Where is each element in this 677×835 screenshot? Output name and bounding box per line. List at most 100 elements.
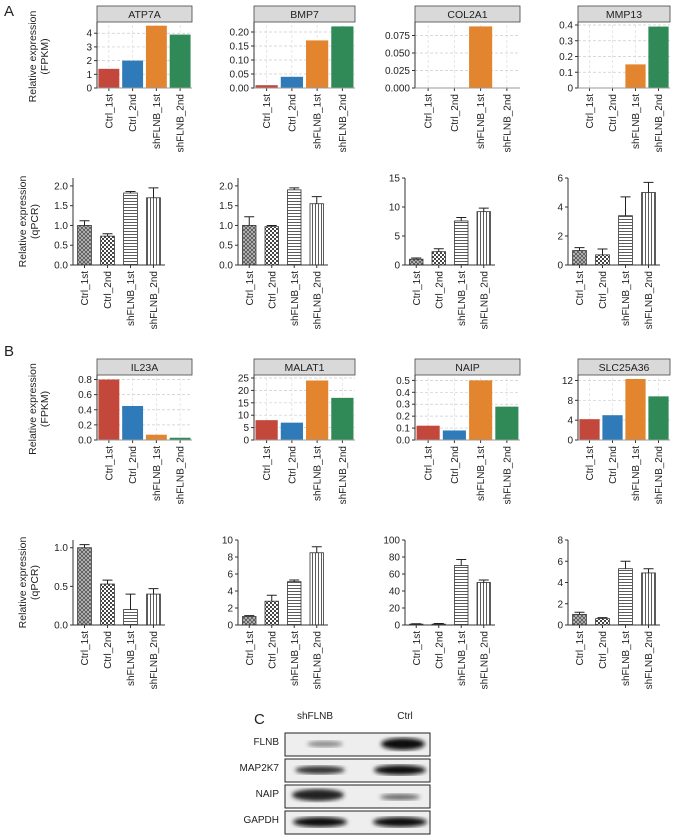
chart: BMP7 0.00 0.05 0.10 0.15 0.20 Ctrl_1st Ctrl_2nd…: [230, 5, 356, 152]
blot-band: [380, 794, 420, 800]
bar: [648, 396, 669, 440]
y-tick-label: 0: [243, 436, 249, 447]
y-tick-label: 2.0: [219, 181, 233, 192]
x-tick-label: shFLNB_1st: [126, 631, 137, 686]
chart: 0 5 10 15 Ctrl_1st Ctrl_2nd shFLNB_1st shFLNB_2…: [389, 174, 495, 329]
bar: [123, 609, 138, 626]
y-tick-label: 0.1: [396, 424, 410, 435]
bar: [146, 593, 161, 626]
x-tick-label: shFLNB_1st: [126, 271, 137, 326]
blot-band: [293, 817, 347, 827]
bar: [641, 572, 656, 626]
chart: 0 2 4 6 8 10 Ctrl_1st Ctrl_2nd shFLNB_1st shFLNB_…: [222, 536, 328, 689]
x-tick-label: Ctrl_1st: [80, 271, 91, 306]
y-tick-label: 1: [86, 70, 92, 81]
x-tick-label: shFLNB_1st: [476, 94, 487, 149]
error-bar: [574, 247, 585, 251]
chart: 0.0 0.5 1.0 Ctrl_1st Ctrl_2nd shFLNB_1st shFLN…: [17, 537, 165, 689]
x-tick-label: Ctrl_1st: [104, 94, 115, 129]
x-tick-label: Ctrl_2nd: [287, 94, 298, 132]
blot-row-label: MAP2K7: [240, 763, 280, 774]
y-tick-label: 60: [389, 570, 401, 581]
bar: [469, 380, 493, 440]
x-tick-label: Ctrl_1st: [245, 631, 256, 666]
y-tick-label: 0.5: [54, 582, 68, 593]
y-axis-label: (qPCR): [29, 204, 41, 239]
blot-column-label: shFLNB: [297, 711, 333, 722]
y-tick-label: 2: [227, 604, 233, 615]
bar: [331, 26, 354, 88]
error-bar: [244, 216, 255, 226]
x-tick-label: Ctrl_1st: [585, 446, 596, 481]
y-tick-label: 0.0: [54, 261, 68, 272]
y-axis-label: Relative expression: [27, 363, 39, 455]
error-bar: [574, 611, 585, 615]
error-bar: [125, 593, 136, 610]
x-tick-label: Ctrl_2nd: [434, 631, 445, 669]
bar: [98, 379, 120, 440]
y-tick-label: 10: [238, 411, 250, 422]
chart: SLC25A36 0 4 8 12 Ctrl_1st Ctrl_2nd shFLNB_1st s…: [562, 358, 671, 504]
chart-title: IL23A: [131, 362, 158, 374]
x-tick-label: Ctrl_1st: [424, 446, 435, 481]
chart: 0 2 4 6 Ctrl_1st Ctrl_2nd shFLNB_1st shFLNB_2nd: [557, 174, 660, 329]
y-tick-label: 8: [227, 553, 233, 564]
blot-band: [373, 817, 427, 827]
bar: [123, 192, 138, 266]
x-tick-label: shFLNB_2nd: [338, 94, 349, 152]
y-tick-label: 4: [557, 578, 563, 589]
x-tick-label: shFLNB_2nd: [338, 446, 349, 504]
chart: ATP7A 0 1 2 3 4 Ctrl_1st Ctrl_2nd shFLNB_1st shFL…: [27, 5, 193, 152]
bar: [595, 254, 610, 266]
error-bar: [125, 190, 136, 194]
y-tick-label: 0: [557, 621, 563, 632]
y-tick-label: 0.0: [54, 621, 68, 632]
bar: [641, 192, 656, 266]
y-tick-label: 0.0: [396, 436, 410, 447]
bar: [242, 616, 257, 626]
x-tick-label: shFLNB_1st: [290, 631, 301, 686]
x-tick-label: shFLNB_1st: [621, 631, 632, 686]
error-bar: [148, 588, 159, 595]
x-tick-label: Ctrl_1st: [80, 631, 91, 666]
x-tick-label: Ctrl_2nd: [598, 271, 609, 309]
bar: [146, 197, 161, 266]
y-tick-label: 6: [557, 557, 563, 568]
bar: [495, 406, 519, 440]
bar: [255, 420, 278, 440]
x-tick-label: shFLNB_2nd: [654, 94, 665, 152]
x-tick-label: Ctrl_2nd: [598, 631, 609, 669]
bar: [98, 68, 120, 88]
y-tick-label: 40: [389, 587, 401, 598]
bar: [595, 618, 610, 626]
bar: [602, 415, 623, 440]
y-tick-label: 2: [557, 599, 563, 610]
chart: MMP13 0 0.1 0.2 0.3 0.4 Ctrl_1st Ctrl_2nd shFLNB…: [559, 5, 671, 152]
error-bar: [643, 568, 654, 573]
x-tick-label: Ctrl_2nd: [608, 446, 619, 484]
strip: [577, 5, 671, 23]
error-bar: [620, 196, 631, 216]
x-tick-label: shFLNB_1st: [152, 94, 163, 149]
y-tick-label: 4: [227, 587, 233, 598]
x-tick-label: shFLNB_1st: [621, 271, 632, 326]
error-bar: [79, 220, 90, 226]
bar: [122, 405, 144, 440]
x-tick-label: shFLNB_2nd: [644, 271, 655, 329]
error-bar: [456, 216, 467, 221]
y-tick-label: 0.2: [78, 420, 92, 431]
y-tick-label: 0.075: [385, 31, 410, 42]
error-bar: [478, 207, 489, 212]
y-tick-label: 0: [227, 621, 233, 632]
x-tick-label: Ctrl_2nd: [103, 631, 114, 669]
x-tick-label: Ctrl_2nd: [128, 446, 139, 484]
bar: [476, 211, 491, 266]
x-tick-label: shFLNB_2nd: [644, 631, 655, 689]
y-tick-label: 0: [394, 621, 400, 632]
chart-title: NAIP: [455, 362, 480, 374]
bar: [145, 434, 167, 440]
x-tick-label: shFLNB_2nd: [502, 94, 513, 152]
y-axis-label: Relative expression: [27, 11, 39, 103]
y-tick-label: 4: [557, 203, 563, 214]
x-tick-label: shFLNB_1st: [313, 94, 324, 149]
